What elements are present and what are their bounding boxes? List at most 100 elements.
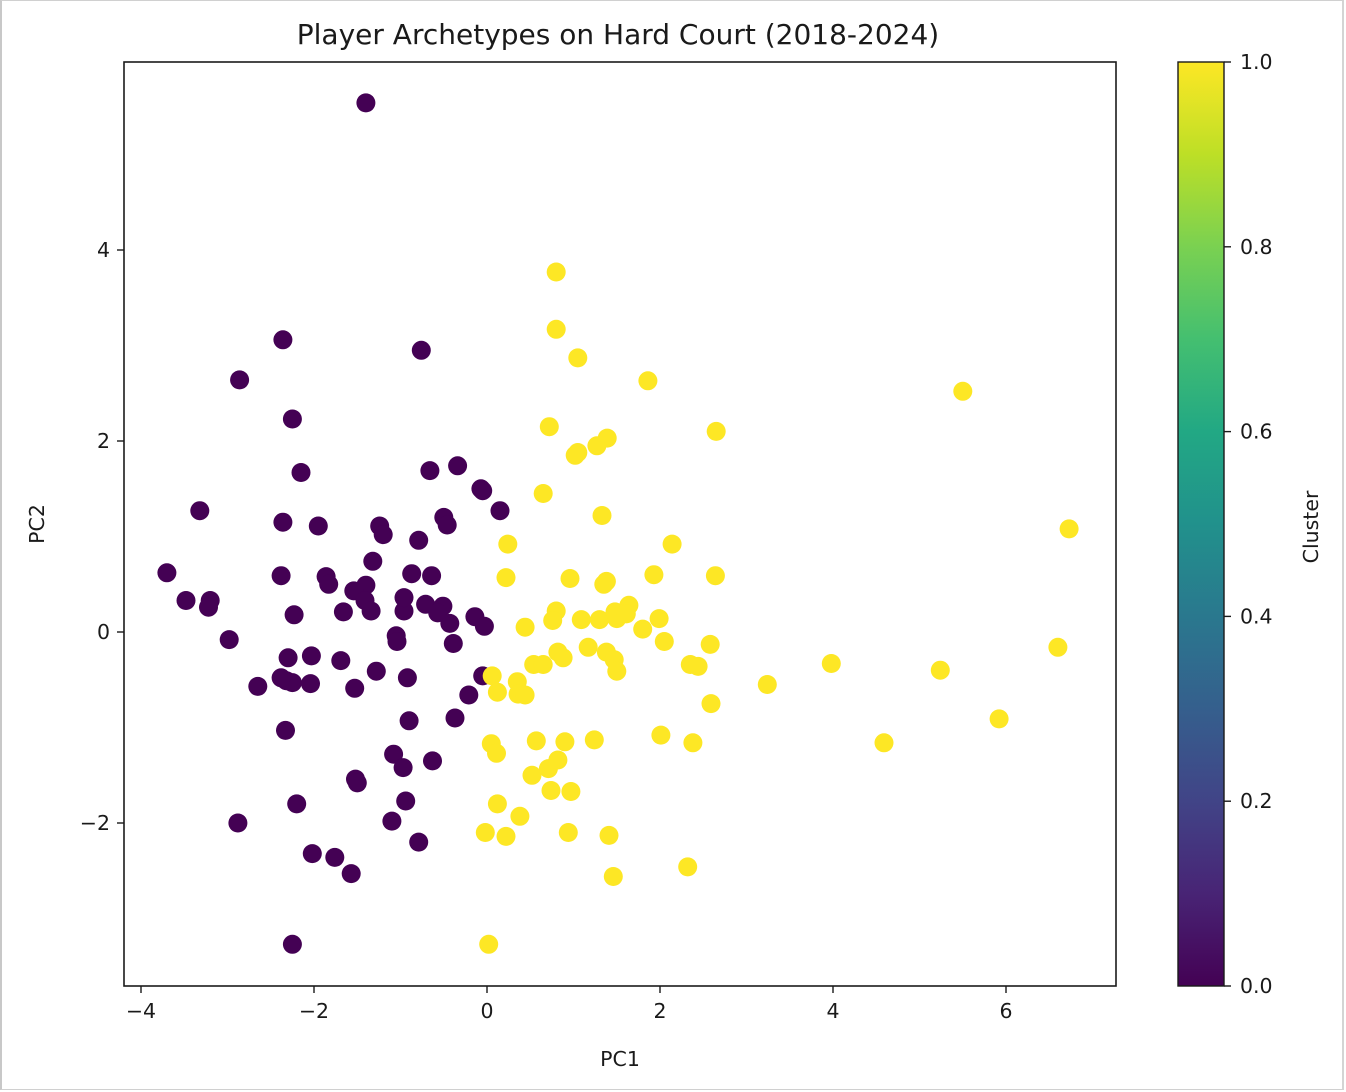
data-point-cluster-0: [273, 512, 293, 532]
colorbar-tick-label: 0.2: [1240, 789, 1273, 813]
data-point-cluster-1: [487, 743, 506, 763]
data-point-cluster-0: [409, 832, 429, 852]
data-point-cluster-0: [347, 773, 367, 793]
data-point-cluster-0: [333, 602, 353, 622]
data-point-cluster-0: [361, 601, 381, 621]
data-point-cluster-0: [282, 409, 302, 429]
data-point-cluster-1: [561, 782, 581, 801]
data-point-cluster-1: [539, 417, 559, 437]
data-point-cluster-1: [594, 574, 614, 594]
axes-frame: [123, 61, 1117, 987]
data-point-cluster-0: [437, 515, 457, 535]
data-point-cluster-1: [616, 604, 636, 624]
x-axis-label: PC1: [600, 1047, 640, 1071]
data-point-cluster-1: [522, 765, 542, 785]
data-point-cluster-1: [515, 685, 535, 705]
data-point-cluster-0: [230, 370, 250, 390]
data-point-cluster-0: [271, 566, 291, 586]
data-point-cluster-0: [273, 330, 293, 350]
data-point-cluster-1: [578, 637, 598, 657]
data-point-cluster-0: [366, 661, 386, 681]
colorbar: 0.0 0.2 0.4 0.6 0.8 1.0 Cluster: [1177, 50, 1323, 998]
data-point-cluster-1: [1048, 637, 1068, 657]
data-point-cluster-1: [510, 806, 530, 826]
data-point-cluster-0: [301, 674, 320, 694]
data-point-cluster-1: [496, 568, 516, 588]
data-point-cluster-0: [282, 934, 302, 954]
colorbar-tick-label: 0.8: [1240, 235, 1273, 259]
data-point-cluster-1: [479, 934, 499, 954]
data-point-cluster-0: [276, 720, 295, 740]
data-point-cluster-0: [291, 463, 311, 482]
data-point-cluster-1: [487, 682, 507, 702]
data-point-cluster-1: [633, 619, 653, 639]
data-point-cluster-1: [705, 566, 725, 586]
data-point-cluster-1: [565, 445, 585, 465]
data-point-cluster-0: [382, 811, 402, 831]
colorbar-tick-label: 1.0: [1240, 50, 1273, 74]
data-point-cluster-1: [587, 436, 607, 456]
colorbar-gradient: [1177, 61, 1225, 987]
data-point-cluster-0: [157, 563, 177, 583]
data-point-cluster-1: [571, 610, 591, 630]
data-point-cluster-0: [490, 501, 510, 521]
x-tick-label: −4: [126, 999, 156, 1023]
data-point-cluster-1: [590, 610, 609, 630]
y-tick-label: −2: [80, 811, 110, 835]
data-point-cluster-0: [248, 676, 268, 696]
data-point-cluster-1: [496, 826, 516, 846]
data-point-cluster-0: [440, 613, 460, 633]
data-point-cluster-0: [459, 685, 479, 705]
data-point-cluster-1: [555, 732, 575, 752]
data-point-cluster-0: [402, 564, 422, 584]
data-point-cluster-0: [473, 481, 493, 501]
data-point-cluster-0: [448, 456, 468, 476]
data-point-cluster-1: [701, 694, 721, 714]
data-point-cluster-1: [498, 534, 518, 554]
data-point-cluster-0: [278, 648, 298, 668]
data-point-cluster-0: [287, 794, 307, 814]
data-point-cluster-1: [644, 565, 664, 585]
data-point-cluster-0: [363, 551, 383, 571]
data-point-cluster-0: [271, 668, 291, 688]
data-point-cluster-0: [308, 516, 328, 536]
data-point-cluster-1: [599, 825, 619, 845]
data-point-cluster-1: [989, 709, 1009, 729]
data-point-cluster-1: [548, 750, 568, 770]
data-point-cluster-0: [474, 616, 494, 636]
data-point-cluster-0: [190, 501, 210, 521]
data-point-cluster-1: [930, 660, 950, 680]
data-point-cluster-1: [487, 794, 507, 814]
data-point-cluster-0: [394, 601, 414, 621]
data-point-cluster-1: [603, 867, 623, 886]
plot-area: [123, 61, 1117, 987]
data-point-cluster-1: [543, 611, 563, 630]
data-point-cluster-0: [443, 634, 463, 653]
y-axis-label: PC2: [25, 504, 49, 544]
data-point-cluster-0: [228, 813, 248, 833]
data-point-cluster-0: [396, 791, 416, 811]
data-point-cluster-0: [384, 744, 404, 764]
data-point-cluster-1: [482, 666, 502, 686]
data-point-cluster-0: [356, 93, 376, 113]
data-point-cluster-0: [411, 340, 431, 360]
data-point-cluster-0: [420, 461, 440, 481]
data-point-cluster-0: [199, 597, 218, 617]
data-point-cluster-1: [757, 675, 777, 694]
data-point-cluster-0: [319, 574, 339, 594]
data-point-cluster-0: [393, 758, 413, 778]
data-point-cluster-1: [568, 348, 588, 368]
data-point-cluster-1: [526, 731, 546, 751]
x-tick-label: 0: [480, 999, 493, 1023]
data-point-cluster-1: [475, 823, 495, 842]
data-point-cluster-0: [284, 605, 304, 625]
data-point-cluster-1: [700, 634, 720, 654]
data-point-cluster-0: [423, 751, 442, 771]
data-point-cluster-0: [445, 708, 465, 728]
data-point-cluster-1: [607, 661, 627, 681]
data-point-cluster-1: [592, 506, 612, 525]
data-point-cluster-0: [394, 588, 414, 608]
data-point-cluster-0: [301, 646, 321, 666]
data-point-cluster-1: [558, 823, 578, 842]
